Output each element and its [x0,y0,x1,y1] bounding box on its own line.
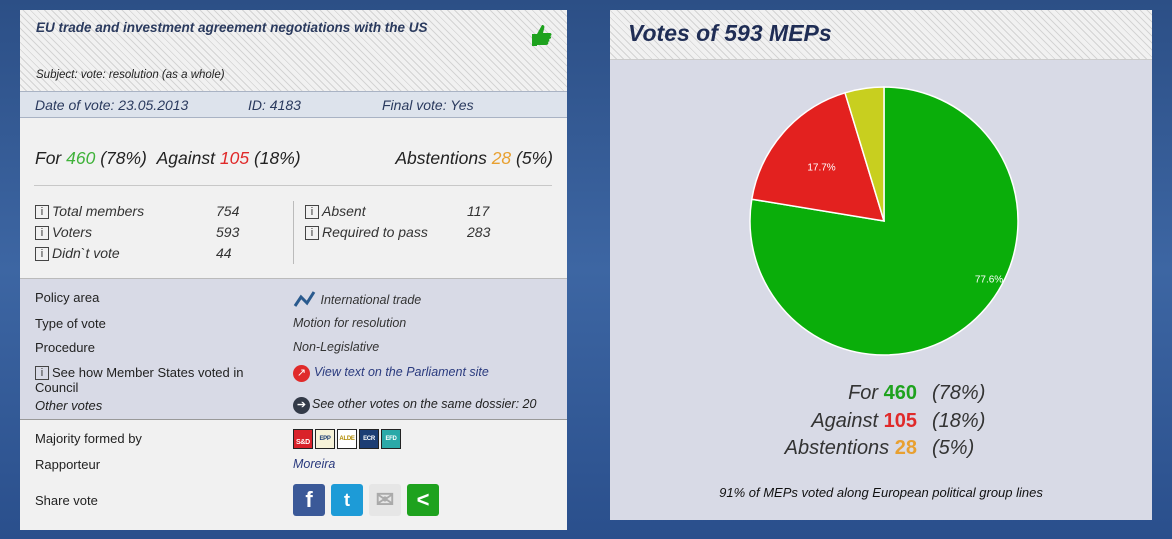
stat-didnt-vote[interactable]: i Didn`t vote 44 [35,245,232,261]
for-count: 460 [66,148,96,168]
pie-slice-abstentions[interactable] [844,86,885,222]
group-logo-sd[interactable]: S&D [293,429,313,449]
details-section [20,278,567,420]
chart-panel: Votes of 593 MEPs 77.6% 17.7% For 460 (78… [610,10,1152,520]
rapporteur-label: Rapporteur [35,457,101,472]
pie-label: 17.7% [807,162,835,173]
vote-meta-bar: Date of vote: 23.05.2013 ID: 4183 Final … [20,91,567,118]
share-label: Share vote [35,493,98,508]
group-logo-epp[interactable]: EPP [315,429,335,449]
info-icon[interactable]: i [35,205,49,219]
chart-note: 91% of MEPs voted along European politic… [719,485,1043,500]
info-icon[interactable]: i [35,366,49,380]
vote-totals: For 460 (78%) Against 105 (18%) Abstenti… [35,148,555,169]
view-text-link[interactable]: ↗ View text on the Parliament site [293,365,489,382]
vote-card: EU trade and investment agreement negoti… [20,10,567,530]
stat-value: 44 [216,245,232,261]
vote-subject: Subject: vote: resolution (as a whole) [36,69,225,81]
vote-title: EU trade and investment agreement negoti… [36,20,428,35]
legend-against: Against 105 [710,410,917,433]
against-count: 105 [219,148,250,168]
thumbs-up-icon [532,25,552,46]
legend-against-pct: (18%) [932,410,986,432]
group-logo-alde[interactable]: ALDE [337,429,357,449]
group-logo-ecr[interactable]: ECR [359,429,379,449]
abst-count: 28 [491,148,512,168]
stat-label: Total members [52,203,145,219]
legend-label: For [848,382,879,404]
pie-slice-against[interactable] [750,91,886,222]
group-logo-efd[interactable]: EFD [381,429,401,449]
trend-icon [293,291,316,307]
type-label: Type of vote [35,316,106,331]
against-pct: (18%) [253,148,301,168]
stat-value: 283 [467,224,491,240]
stat-label: Absent [322,203,366,219]
twitter-icon[interactable]: t [331,484,363,516]
type-value: Motion for resolution [293,316,407,330]
stat-required[interactable]: i Required to pass 283 [305,224,490,240]
policy-area-value: International trade [293,290,421,308]
facebook-icon[interactable]: f [293,484,325,516]
abst-pct: (5%) [516,148,553,168]
policy-area-text: International trade [320,293,422,307]
legend-for-pct: (78%) [932,382,986,404]
abst-label: Abstentions [395,148,487,168]
divider [34,185,552,186]
legend-abstentions-pct: (5%) [932,437,975,459]
group-logos: S&D EPP ALDE ECR EFD [293,429,403,449]
stats-divider [293,201,294,264]
vote-id: ID: 4183 [248,97,301,113]
external-link-icon: ↗ [293,365,310,382]
info-icon[interactable]: i [35,247,49,261]
other-votes-text: See other votes on the same dossier: 20 [312,397,537,411]
procedure-label: Procedure [35,340,95,355]
arrow-right-icon: ➔ [293,397,310,414]
stat-absent[interactable]: i Absent 117 [305,203,489,219]
chart-header: Votes of 593 MEPs [610,10,1152,60]
majority-label: Majority formed by [35,431,142,446]
for-pct: (78%) [100,148,147,168]
chart-body: 77.6% 17.7% [610,60,1152,520]
stat-label: Voters [52,224,92,240]
chart-title: Votes of 593 MEPs [628,20,832,46]
legend-count: 105 [883,410,917,432]
final-vote: Final vote: Yes [382,97,474,113]
info-icon[interactable]: i [305,205,319,219]
legend-count: 28 [894,437,917,459]
info-icon[interactable]: i [35,226,49,240]
vote-header: EU trade and investment agreement negoti… [20,10,567,91]
share-icon[interactable]: < [407,484,439,516]
view-text-label: View text on the Parliament site [314,365,489,379]
rapporteur-value[interactable]: Moreira [293,457,336,471]
other-votes-label: Other votes [35,398,103,413]
vote-date: Date of vote: 23.05.2013 [35,97,189,113]
stat-label: Required to pass [322,224,428,240]
procedure-value: Non-Legislative [293,340,380,354]
council-label: See how Member States voted in Council [35,365,244,395]
stat-voters[interactable]: i Voters 593 [35,224,239,240]
council-votes-link[interactable]: i See how Member States voted in Council [35,365,265,395]
stat-value: 593 [216,224,240,240]
other-votes-link[interactable]: ➔ See other votes on the same dossier: 20 [293,397,536,414]
legend-label: Abstentions [784,437,890,459]
email-icon[interactable]: ✉ [369,484,401,516]
stat-total-members[interactable]: i Total members 754 [35,203,239,219]
pie-chart: 77.6% 17.7% [749,86,1019,356]
legend-for: For 460 [710,382,917,405]
legend-abstentions: Abstentions 28 [670,437,917,460]
pie-label: 77.6% [975,275,1003,286]
legend-label: Against [811,410,879,432]
for-label: For [35,148,62,168]
info-icon[interactable]: i [305,226,319,240]
legend-count: 460 [883,382,917,404]
against-label: Against [156,148,215,168]
stat-value: 117 [467,203,490,219]
share-buttons: f t ✉ < [293,484,445,516]
stat-label: Didn`t vote [52,245,120,261]
stat-value: 754 [216,203,240,219]
policy-area-label: Policy area [35,290,100,305]
